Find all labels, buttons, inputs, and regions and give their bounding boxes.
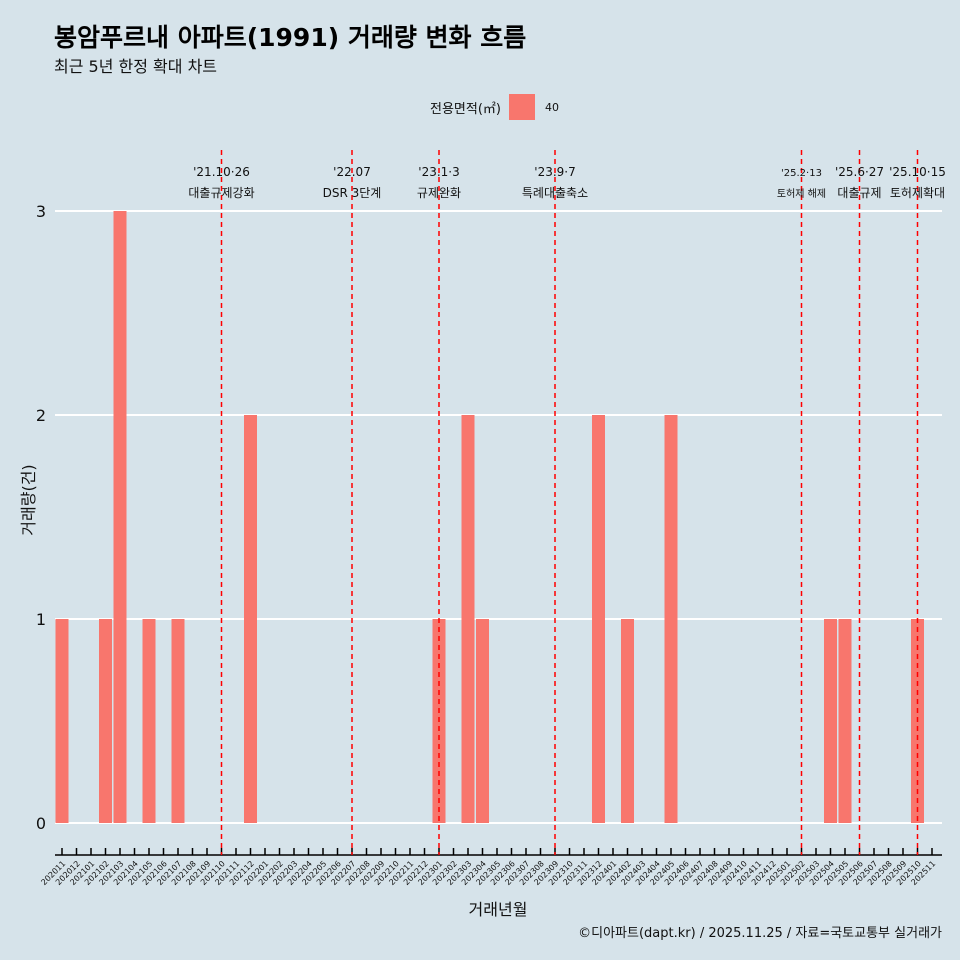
bar [142, 619, 156, 823]
bar [621, 619, 634, 823]
legend: 전용면적(㎡) 40 [430, 94, 559, 120]
bar [244, 415, 257, 823]
y-tick-label: 2 [36, 406, 46, 425]
legend-entry: 40 [544, 100, 559, 114]
y-axis-title: 거래량(건) [19, 464, 38, 535]
legend-title: 전용면적(㎡) [430, 101, 501, 117]
event-date: '23.1·3 [418, 165, 459, 179]
bar [592, 415, 605, 823]
event-label: 특례대출축소 [522, 186, 588, 200]
event-date: '25.6·27 [835, 165, 884, 179]
event-label: 대출규제강화 [188, 186, 254, 200]
y-tick-label: 1 [36, 610, 46, 629]
event-date: '23.9·7 [534, 165, 575, 179]
y-tick-label: 3 [36, 202, 46, 221]
legend-swatch [508, 94, 535, 120]
chart-title: 봉암푸르내 아파트(1991) 거래량 변화 흐름 [54, 23, 527, 52]
event-date: '22.07 [333, 165, 371, 179]
bar [55, 619, 69, 823]
chart-subtitle: 최근 5년 한정 확대 차트 [54, 57, 218, 76]
event-label: 토허제확대 [890, 186, 945, 200]
bar [476, 619, 489, 823]
bar [664, 415, 678, 823]
event-date: '25.10·15 [889, 165, 946, 179]
event-label: 대출규제 [837, 186, 881, 200]
bar [99, 619, 112, 823]
bar [824, 619, 837, 823]
event-date: '25.2·13 [781, 168, 822, 179]
bar [461, 415, 475, 823]
bar [171, 619, 185, 823]
bar [113, 211, 127, 823]
event-date: '21.10·26 [193, 165, 250, 179]
y-tick-label: 0 [36, 814, 46, 833]
bar [838, 619, 852, 823]
x-axis-title: 거래년월 [469, 900, 528, 919]
event-label: 토허제 해제 [777, 187, 826, 200]
event-label: DSR 3단계 [323, 186, 382, 200]
caption: ©디아파트(dapt.kr) / 2025.11.25 / 자료=국토교통부 실… [578, 926, 942, 941]
event-label: 규제완화 [417, 186, 461, 200]
